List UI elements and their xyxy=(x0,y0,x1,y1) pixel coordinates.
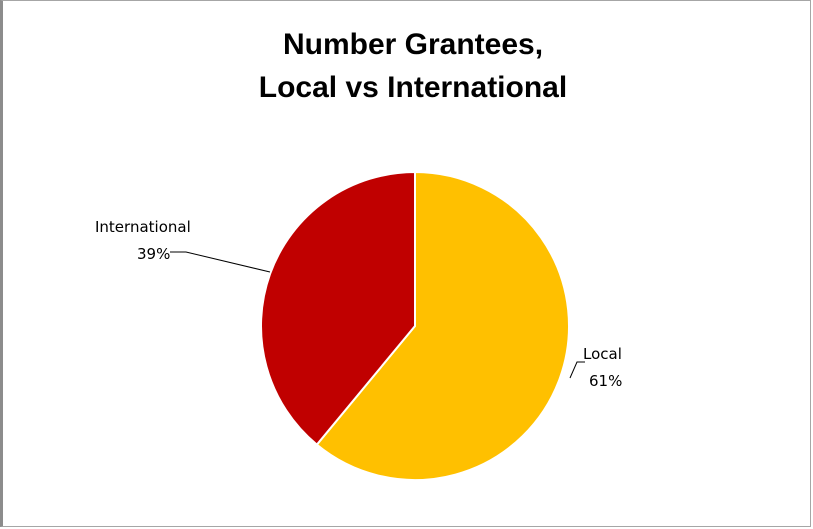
pie-slice-international xyxy=(260,170,416,447)
slice-label-international-name: International xyxy=(95,218,191,236)
slice-label-local-pct: 61% xyxy=(589,372,622,390)
leader-line-international xyxy=(170,251,271,273)
chart-title: Number Grantees, Local vs International xyxy=(173,23,653,109)
pie-slice-local xyxy=(315,170,570,481)
chart-title-line-2: Local vs International xyxy=(258,71,568,104)
chart-title-line-1: Number Grantees, xyxy=(282,28,544,61)
leader-line-local xyxy=(569,361,585,379)
slice-label-local-name: Local xyxy=(583,345,622,363)
slice-label-international-pct: 39% xyxy=(137,245,170,263)
